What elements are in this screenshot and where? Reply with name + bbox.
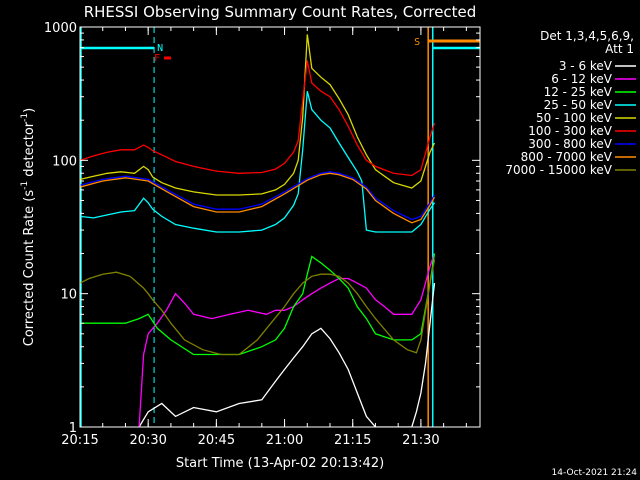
observing-intervals	[80, 27, 480, 427]
series-line-5	[80, 60, 436, 177]
legend-label: 100 - 300 keV	[528, 124, 612, 138]
legend-label: 7000 - 15000 keV	[505, 163, 612, 177]
y-axis-label: Corrected Count Rate (s-1 detector-1)	[20, 108, 37, 346]
legend-label: 800 - 7000 keV	[521, 150, 613, 164]
series-line-6	[80, 171, 436, 221]
y-tick-label: 1000	[44, 21, 77, 36]
y-axis: 1 10 100 1000	[44, 21, 480, 436]
x-tick-label: 20:15	[61, 433, 98, 448]
x-tick-label: 20:45	[198, 433, 235, 448]
y-tick-label: 10	[60, 288, 77, 303]
saa-marker-label: S	[414, 37, 420, 48]
series-line-8	[80, 259, 436, 356]
legend-label: 300 - 800 keV	[528, 137, 612, 151]
y-tick-label: 100	[52, 154, 77, 169]
legend-label: 6 - 12 keV	[551, 72, 613, 86]
plot-frame	[79, 26, 481, 428]
series-line-2	[80, 253, 436, 356]
chart-title: RHESSI Observing Summary Count Rates, Co…	[84, 3, 477, 21]
series-line-1	[138, 253, 436, 427]
legend-header-line2: Att 1	[605, 42, 634, 56]
series-line-7	[80, 172, 436, 224]
x-tick-label: 21:30	[402, 433, 439, 448]
x-tick-label: 21:00	[266, 433, 303, 448]
series-line-3	[80, 91, 436, 233]
legend-label: 25 - 50 keV	[544, 98, 613, 112]
x-axis: 20:15 20:30 20:45 21:00 21:15 21:30	[61, 27, 467, 448]
y-tick-label: 1	[69, 421, 77, 436]
series-line-4	[80, 34, 436, 196]
series-line-0	[138, 283, 436, 427]
flare-marker-label: F	[154, 53, 160, 64]
legend-label: 12 - 25 keV	[544, 85, 613, 99]
timestamp: 14-Oct-2021 21:24	[552, 468, 638, 478]
legend-label: 50 - 100 keV	[536, 111, 613, 125]
x-axis-label: Start Time (13-Apr-02 20:13:42)	[176, 456, 384, 471]
series-layer	[80, 34, 436, 427]
legend-label: 3 - 6 keV	[559, 59, 613, 73]
x-tick-label: 20:30	[129, 433, 166, 448]
night-marker-label: N	[157, 43, 163, 54]
x-tick-label: 21:15	[334, 433, 371, 448]
legend-header-line1: Det 1,3,4,5,6,9,	[540, 29, 634, 43]
